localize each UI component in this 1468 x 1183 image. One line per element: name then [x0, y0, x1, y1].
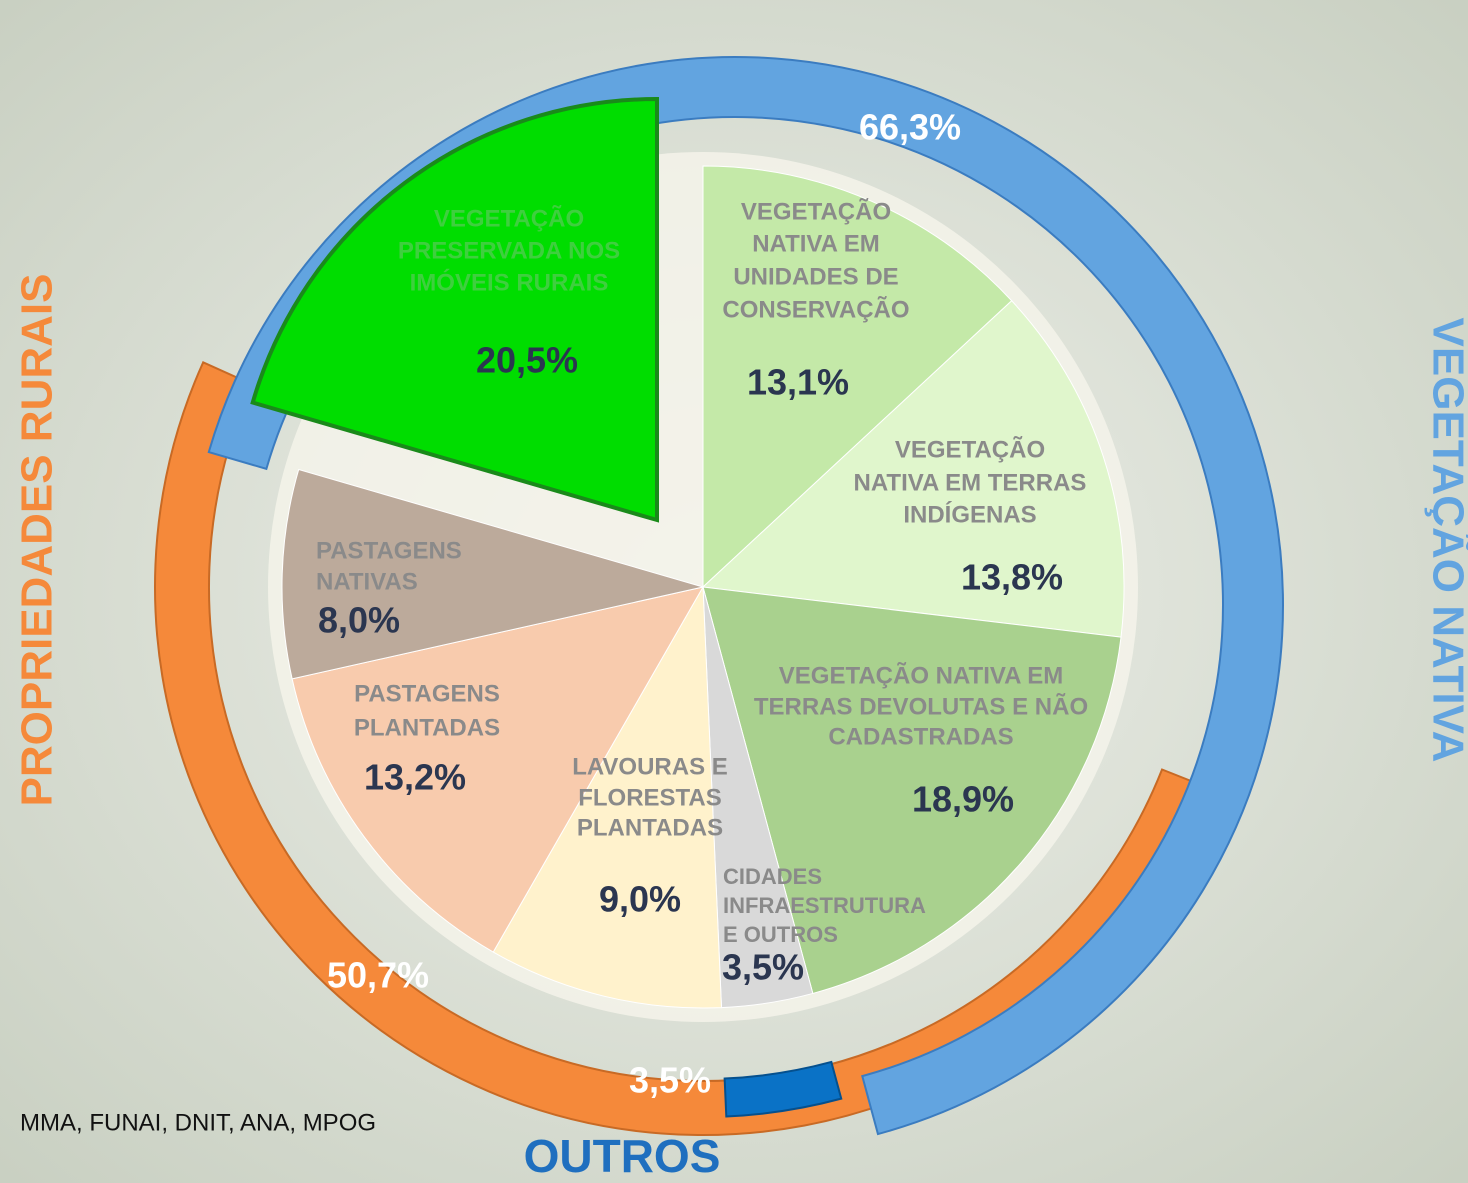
slice-label: UNIDADES DE [733, 263, 898, 290]
slice-value-label: 13,2% [364, 757, 466, 798]
slice-value-label: 9,0% [599, 879, 681, 920]
ring-value-label: 3,5% [629, 1060, 711, 1101]
slice-value-label: 13,8% [961, 557, 1063, 598]
slice-label: PLANTADAS [354, 714, 500, 741]
slice-value-label: 20,5% [476, 340, 578, 381]
slice-label: CONSERVAÇÃO [722, 295, 909, 323]
slice-label: PRESERVADA NOS [398, 237, 620, 264]
page: {"chart_data":{"type":"pie", "categories… [0, 0, 1468, 1183]
slice-label: INFRAESTRUTURA [723, 893, 926, 918]
ring-title: VEGETAÇÃO NATIVA [1423, 318, 1468, 763]
ring-title: OUTROS [524, 1130, 721, 1182]
chart: MMA, FUNAI, DNIT, ANA, MPOG VEGETAÇÃO NAT… [0, 0, 1468, 1183]
slice-label: VEGETAÇÃO [434, 204, 584, 232]
slice-label: NATIVA EM [752, 230, 880, 257]
slice-value-label: 13,1% [747, 362, 849, 403]
slice-label: PASTAGENS [316, 537, 462, 564]
slice-value-label: 3,5% [722, 947, 804, 988]
ring-value-label: 50,7% [327, 955, 429, 996]
slice-label: VEGETAÇÃO [741, 197, 891, 225]
slice-label: FLORESTAS [578, 784, 722, 811]
ring-value-label: 66,3% [859, 107, 961, 148]
slice-label: NATIVA EM TERRAS [854, 469, 1087, 496]
slice-label: IMÓVEIS RURAIS [410, 268, 609, 296]
slice-label: VEGETAÇÃO NATIVA EM [779, 661, 1063, 689]
slice-label: CADASTRADAS [828, 723, 1013, 750]
slice-label: TERRAS DEVOLUTAS E NÃO [754, 692, 1088, 720]
ring-title: PROPRIEDADES RURAIS [13, 274, 62, 807]
slice-label: LAVOURAS E [572, 753, 728, 780]
slice-value-label: 18,9% [912, 779, 1014, 820]
source: MMA, FUNAI, DNIT, ANA, MPOG [20, 1109, 376, 1136]
slice-label: NATIVAS [316, 568, 418, 595]
slice-label: CIDADES [723, 864, 822, 889]
slice-label: VEGETAÇÃO [895, 435, 1045, 463]
slice-value-label: 8,0% [318, 600, 400, 641]
slice-label: INDÍGENAS [903, 500, 1036, 528]
slice-label: PLANTADAS [577, 814, 723, 841]
slice-label: E OUTROS [723, 922, 838, 947]
slice-label: PASTAGENS [354, 680, 500, 707]
